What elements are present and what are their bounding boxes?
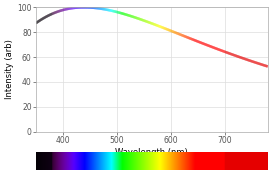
X-axis label: Wavelength (nm): Wavelength (nm) — [115, 148, 188, 157]
Y-axis label: Intensity (arb): Intensity (arb) — [6, 40, 14, 100]
